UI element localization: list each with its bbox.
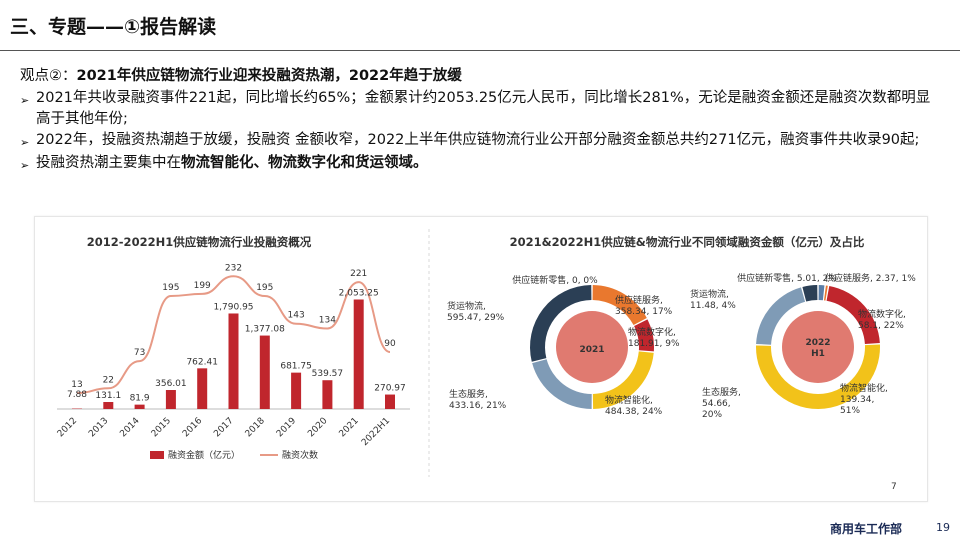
- bullet-marker-icon: ➢: [20, 159, 30, 172]
- donut-slice-label: 供应链新零售, 0, 0%: [512, 274, 598, 286]
- donut-slice-label: 物流智能化, 139.34, 51%: [840, 382, 888, 416]
- donut-slice: [592, 351, 654, 409]
- content-body: 观点②：2021年供应链物流行业迎来投融资热潮，2022年趋于放缓 ➢ 2021…: [20, 66, 940, 176]
- x-tick-label: 2021: [338, 416, 361, 439]
- donut-slice: [826, 286, 880, 344]
- donut-slice: [756, 344, 880, 409]
- bar: [385, 394, 395, 409]
- chart-panel: 2012-2022H1供应链物流行业投融资概况 2012 2013 2014 2015 2…: [34, 216, 928, 502]
- line-value-label: 13: [71, 380, 82, 390]
- line-value-label: 143: [288, 311, 305, 321]
- bar: [197, 368, 208, 409]
- donut-slice-label: 货运物流, 11.48, 4%: [690, 288, 736, 311]
- view-heading: 观点②：2021年供应链物流行业迎来投融资热潮，2022年趋于放缓: [20, 66, 940, 87]
- bullet-text-bold: 物流智能化、物流数字化和货运领域。: [181, 155, 428, 171]
- bullet-text: 投融资热潮主要集中在物流智能化、物流数字化和货运领域。: [36, 153, 940, 176]
- x-tick-label: 2017: [212, 416, 235, 439]
- bullet-marker-icon: ➢: [20, 94, 30, 107]
- donut-slice: [756, 287, 806, 345]
- bar: [165, 390, 176, 409]
- donut-center-label: 2022 H1: [805, 338, 830, 359]
- bar-value-label: 762.41: [186, 357, 218, 367]
- bar-value-label: 2,053.25: [339, 288, 379, 298]
- bullet-text: 2022年，投融资热潮趋于放缓，投融资 金额收窄，2022上半年供应链物流行业公…: [36, 132, 920, 148]
- bar-value-label: 81.9: [130, 394, 150, 404]
- legend-label: 融资金额（亿元）: [168, 449, 240, 461]
- bar-value-label: 270.97: [374, 384, 406, 394]
- donut-slice-label: 物流智能化, 484.38, 24%: [605, 394, 663, 417]
- line-series-count: [76, 275, 391, 395]
- page-title: 三、专题——①报告解读: [10, 16, 217, 38]
- x-tick-label: 2013: [87, 416, 110, 439]
- bar-value-label: 1,377.08: [245, 325, 285, 335]
- line-value-label: 73: [134, 348, 145, 358]
- donut-slice-label: 供应链服务, 2.37, 1%: [825, 272, 916, 284]
- line-value-label: 195: [256, 283, 273, 293]
- donut-slice-label: 货运物流, 595.47, 29%: [447, 300, 505, 323]
- donut-slice-label: 供应链服务, 358.34, 17%: [615, 294, 673, 317]
- bar: [103, 402, 114, 409]
- donut-slice: [818, 285, 825, 301]
- x-tick-label: 2014: [118, 416, 141, 439]
- x-tick-label: 2022H1: [360, 416, 392, 448]
- donut-slice: [532, 359, 592, 409]
- line-value-label: 22: [103, 375, 114, 385]
- bullet-item: ➢ 投融资热潮主要集中在物流智能化、物流数字化和货运领域。: [20, 153, 940, 176]
- bar-value-label: 681.75: [280, 362, 312, 372]
- donut-center-circle: [556, 311, 628, 383]
- bar: [322, 380, 333, 409]
- bullet-text: 2021年共收录融资事件221起，同比增长约65%；金额累计约2053.25亿元…: [36, 90, 931, 127]
- bullet-item: ➢ 2022年，投融资热潮趋于放缓，投融资 金额收窄，2022上半年供应链物流行…: [20, 130, 940, 153]
- bar: [291, 372, 302, 409]
- bullet-marker-icon: ➢: [20, 136, 30, 149]
- bar: [228, 313, 239, 409]
- title-divider: [0, 50, 960, 51]
- line-value-label: 90: [384, 339, 396, 349]
- bullet-item: ➢ 2021年共收录融资事件221起，同比增长约65%；金额累计约2053.25…: [20, 88, 940, 130]
- chart-title: 2021&2022H1供应链&物流行业不同领域融资金额（亿元）及占比: [510, 235, 865, 249]
- view-title: 2021年供应链物流行业迎来投融资热潮，2022年趋于放缓: [76, 68, 462, 84]
- bar: [259, 335, 270, 409]
- chart-title: 2012-2022H1供应链物流行业投融资概况: [87, 235, 312, 249]
- line-value-label: 134: [319, 316, 336, 326]
- donut-slice: [634, 319, 654, 352]
- donut-slice-label: 物流数字化, 58.1, 22%: [858, 308, 906, 331]
- donut-slice: [592, 285, 647, 326]
- line-value-label: 232: [225, 263, 242, 273]
- x-tick-label: 2020: [306, 416, 329, 439]
- x-tick-label: 2012: [56, 416, 79, 439]
- donut-center-label: 2021: [579, 345, 604, 355]
- x-tick-label: 2018: [244, 416, 267, 439]
- donut-slice-label: 供应链新零售, 5.01, 2%: [737, 272, 837, 284]
- line-value-label: 195: [162, 283, 179, 293]
- view-prefix: 观点②：: [20, 68, 77, 84]
- panel-page-number: 7: [891, 482, 897, 492]
- donut-slice-label: 生态服务, 433.16, 21%: [449, 388, 507, 411]
- charts-svg: 2012-2022H1供应链物流行业投融资概况 2012 2013 2014 2015 2…: [56, 229, 916, 492]
- x-tick-label: 2019: [275, 416, 298, 439]
- bar-value-label: 539.57: [312, 369, 344, 379]
- x-tick-label: 2016: [181, 416, 204, 439]
- donut-slice-label: 物流数字化, 181.91, 9%: [628, 326, 680, 349]
- footer-department: 商用车工作部: [829, 522, 902, 536]
- donut-slice: [802, 285, 818, 302]
- x-tick-label: 2015: [150, 416, 173, 439]
- bar: [134, 404, 145, 409]
- bar-value-label: 7.88: [67, 390, 87, 400]
- legend-swatch-bar: [150, 451, 164, 459]
- bar-value-label: 131.1: [95, 391, 121, 401]
- donut-slice: [530, 285, 592, 362]
- page-number: 19: [936, 521, 950, 534]
- bar-value-label: 1,790.95: [213, 302, 253, 312]
- line-value-label: 221: [350, 269, 367, 279]
- bullet-text-plain: 投融资热潮主要集中在: [36, 155, 181, 171]
- donut-slice: [824, 285, 828, 301]
- line-value-label: 199: [194, 281, 211, 291]
- legend-label: 融资次数: [282, 449, 318, 461]
- donut-slice-label: 生态服务, 54.66, 20%: [702, 386, 741, 420]
- bar-value-label: 356.01: [155, 379, 187, 389]
- donut-center-circle: [782, 311, 854, 383]
- bar: [353, 299, 364, 409]
